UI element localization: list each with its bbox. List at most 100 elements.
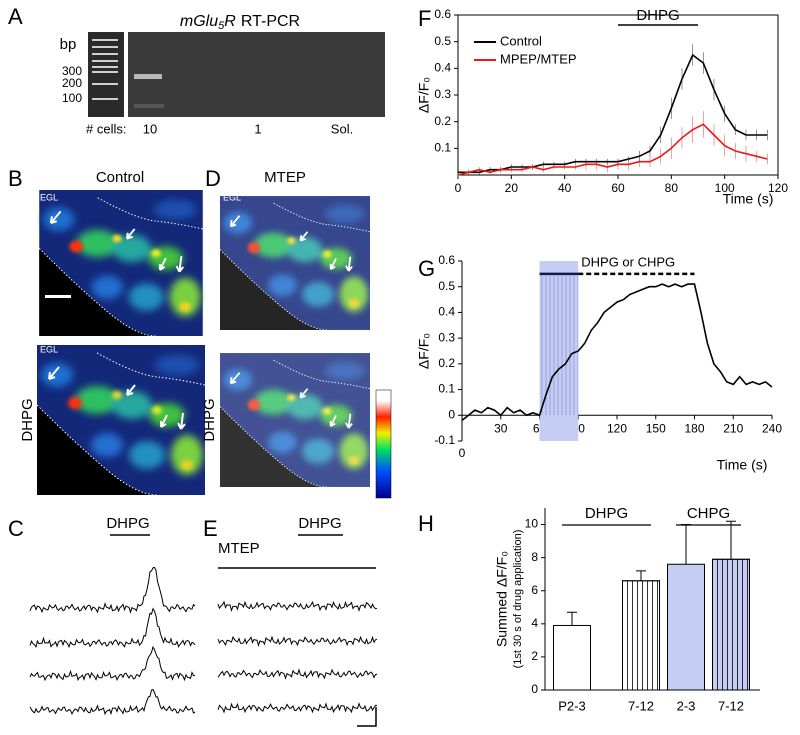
gel-band: [134, 104, 164, 108]
bar: [667, 563, 705, 691]
trace: [29, 688, 196, 716]
condition-label: DHPG: [201, 398, 218, 441]
x-axis-label: Time (s): [723, 191, 774, 207]
ladder-label: 300: [62, 64, 82, 78]
y-tick-label: 4: [531, 616, 538, 630]
trace: [217, 668, 378, 680]
x-tick-label: 40: [558, 181, 572, 195]
gel: [128, 32, 385, 117]
gel-band: [134, 74, 162, 79]
ladder-lane: [88, 32, 124, 117]
x-tick-label: 180: [684, 421, 704, 435]
scale-bar: [357, 707, 377, 727]
panel-label: C: [8, 516, 24, 541]
y-tick-label: 10: [525, 517, 539, 531]
panel-title: MTEP: [264, 169, 306, 186]
region-label: EGL: [223, 192, 241, 202]
x-tick-label: 150: [646, 421, 666, 435]
panel-label: D: [205, 166, 221, 191]
legend-label: Control: [500, 33, 542, 48]
drug-label: DHPG: [636, 7, 679, 24]
x-tick-label: 30: [494, 421, 508, 435]
y-tick-label: 0: [448, 407, 455, 421]
x-tick-label: 210: [723, 421, 743, 435]
x-tick-label: 120: [607, 421, 627, 435]
y-tick-label: 0.6: [438, 253, 455, 267]
drug-label: DHPG: [106, 515, 149, 532]
series-line: [461, 283, 773, 422]
antagonist-label: MTEP: [218, 540, 260, 557]
y-tick-label: 0.2: [438, 356, 455, 370]
y-tick-label: 0.2: [434, 114, 451, 128]
region-label: EGL: [223, 344, 241, 354]
y-tick-label: 0.3: [434, 87, 451, 101]
y-tick-label: 0.6: [434, 7, 451, 21]
gene-subscript: 5: [218, 20, 225, 32]
x-tick-label: 0: [459, 446, 466, 460]
traces: [217, 600, 378, 714]
panel-title: Control: [96, 169, 144, 186]
x-axis-label: Time (s): [717, 457, 768, 473]
application-hatch: [539, 273, 579, 416]
colorbar: [375, 389, 392, 499]
x-tick-label: 80: [665, 181, 679, 195]
panel-label: E: [203, 516, 218, 541]
y-tick-label: 0.4: [434, 61, 451, 75]
y-tick-label: 0.1: [438, 382, 455, 396]
y-axis-label: ΔF/F₀: [416, 333, 432, 369]
trace: [217, 600, 378, 613]
y-tick-label: 8: [531, 550, 538, 564]
y-tick-label: 0.5: [438, 279, 455, 293]
y-tick-label: 0.1: [434, 141, 451, 155]
gel-title: mGlu5R RT-PCR: [180, 13, 300, 32]
x-tick-label: 2-3: [677, 698, 696, 713]
panel-label: F: [418, 6, 431, 31]
method: RT-PCR: [241, 13, 300, 30]
drug-label: DHPG: [298, 515, 341, 532]
ladder-bands: [92, 39, 118, 100]
bar: [553, 624, 591, 691]
x-tick-label: 60: [611, 181, 625, 195]
panel-label: A: [8, 4, 23, 29]
panel-label: H: [418, 511, 434, 536]
x-tick-label: 7-12: [718, 698, 744, 713]
condition-label: DHPG: [19, 398, 36, 441]
error-bar: [681, 524, 691, 565]
charts: F0.10.20.30.40.50.60 20 40 60 80 100 120ΔF/F₀T…: [416, 6, 789, 714]
ladder-label: 200: [62, 76, 82, 90]
lane-label: Sol.: [331, 121, 353, 136]
trace: [29, 607, 196, 649]
lane-label: 1: [254, 121, 261, 136]
y-tick-label: 0: [531, 682, 538, 696]
series-line: [458, 53, 768, 174]
application-label: DHPG or CHPG: [581, 254, 675, 269]
error-bar: [636, 570, 646, 581]
y-axis-label: Summed ΔF/F₀: [494, 551, 510, 647]
x-tick-label: 0: [455, 181, 462, 195]
region-label: EGL: [40, 344, 58, 354]
group-label: CHPG: [687, 505, 730, 522]
x-tick-label: P2-3: [558, 698, 585, 713]
group-label: DHPG: [585, 505, 628, 522]
x-tick-label: 120: [768, 181, 788, 195]
y-axis-sublabel: (1st 30 s of drug application): [512, 530, 524, 669]
x-tick-label: 100: [715, 181, 735, 195]
bar-hatch: [712, 558, 750, 691]
image: [39, 190, 203, 336]
panel-label: B: [8, 166, 23, 191]
y-tick-label: -0.1: [434, 433, 455, 447]
y-tick-label: 0.4: [438, 305, 455, 319]
gene-suffix: R: [224, 13, 236, 30]
x-tick-label: 20: [505, 181, 519, 195]
y-tick-label: 0.5: [434, 34, 451, 48]
trace: [217, 635, 378, 647]
trace: [217, 702, 377, 714]
y-tick-label: 6: [531, 583, 538, 597]
scale-bar: [45, 295, 71, 298]
trace: [29, 566, 196, 614]
trace: [29, 645, 196, 682]
series-line: [457, 123, 768, 176]
image: [37, 345, 205, 495]
lane-label: 10: [143, 121, 157, 136]
